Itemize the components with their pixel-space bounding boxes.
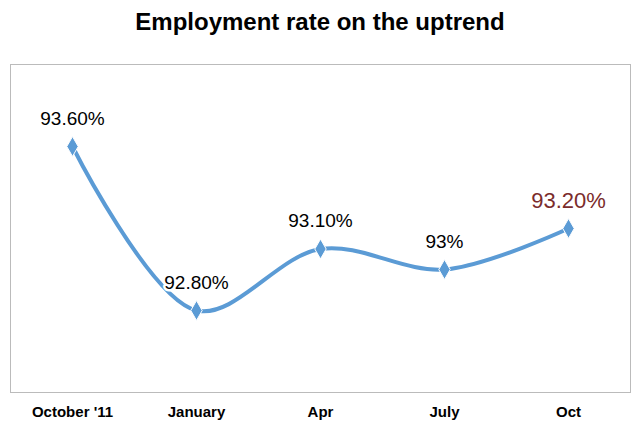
svg-text:93%: 93% [425, 231, 463, 252]
svg-text:Oct: Oct [556, 403, 581, 420]
svg-text:July: July [429, 403, 460, 420]
svg-text:October '11: October '11 [32, 403, 113, 420]
svg-text:January: January [168, 403, 226, 420]
svg-text:93.20%: 93.20% [531, 188, 606, 213]
svg-text:93.10%: 93.10% [288, 210, 353, 231]
svg-text:92.80%: 92.80% [164, 272, 229, 293]
svg-text:93.60%: 93.60% [40, 108, 105, 129]
html-text:Employment rate on the uptrend: Employment rate on the uptrend [135, 8, 505, 35]
svg-text:Apr: Apr [308, 403, 334, 420]
